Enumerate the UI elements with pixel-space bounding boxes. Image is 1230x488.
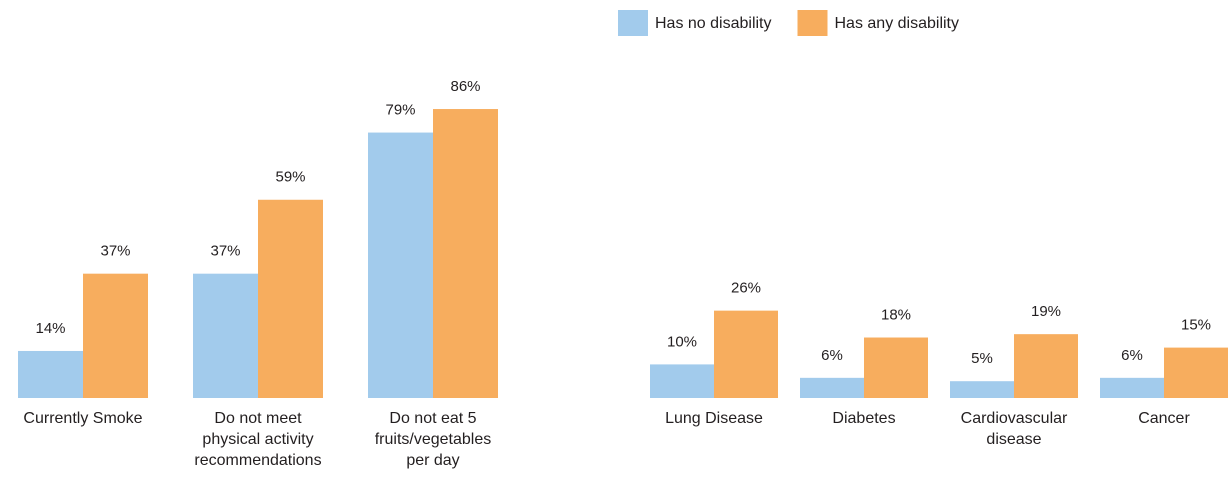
- bar: [1014, 334, 1078, 398]
- bar: [950, 381, 1014, 398]
- data-label: 86%: [450, 78, 480, 95]
- data-label: 59%: [275, 169, 305, 186]
- bar: [1100, 377, 1164, 398]
- x-tick-label: Cardiovascular disease: [960, 410, 1068, 448]
- bar: [83, 273, 148, 398]
- legend-swatch: [618, 10, 648, 36]
- x-tick-label: Diabetes: [832, 410, 896, 427]
- data-label: 79%: [385, 102, 415, 119]
- data-label: 37%: [100, 243, 130, 260]
- data-label: 6%: [1121, 347, 1143, 364]
- x-tick-label: Do not meet physical activity recommenda…: [194, 410, 322, 469]
- legend-swatch: [797, 10, 828, 36]
- data-label: 15%: [1181, 317, 1211, 334]
- bar: [864, 337, 928, 398]
- bar: [714, 310, 778, 398]
- bar: [18, 350, 83, 398]
- x-tick-label: Cancer: [1138, 410, 1190, 427]
- data-label: 37%: [210, 243, 240, 260]
- data-label: 14%: [35, 320, 65, 337]
- bar: [368, 132, 433, 398]
- legend-label: Has any disability: [835, 15, 960, 32]
- bar: [650, 364, 714, 398]
- bar: [258, 199, 323, 398]
- bar: [1164, 347, 1228, 398]
- data-label: 10%: [667, 333, 697, 350]
- data-label: 26%: [731, 280, 761, 297]
- x-tick-label: Do not eat 5 fruits/vegetables per day: [374, 410, 492, 469]
- data-label: 6%: [821, 347, 843, 364]
- data-label: 19%: [1031, 303, 1061, 320]
- bar: [193, 273, 258, 398]
- x-tick-label: Lung Disease: [665, 410, 763, 427]
- bar: [800, 377, 864, 398]
- data-label: 5%: [971, 350, 993, 367]
- x-tick-label: Currently Smoke: [23, 410, 143, 427]
- legend-label: Has no disability: [655, 15, 772, 32]
- bar: [433, 109, 498, 398]
- data-label: 18%: [881, 306, 911, 323]
